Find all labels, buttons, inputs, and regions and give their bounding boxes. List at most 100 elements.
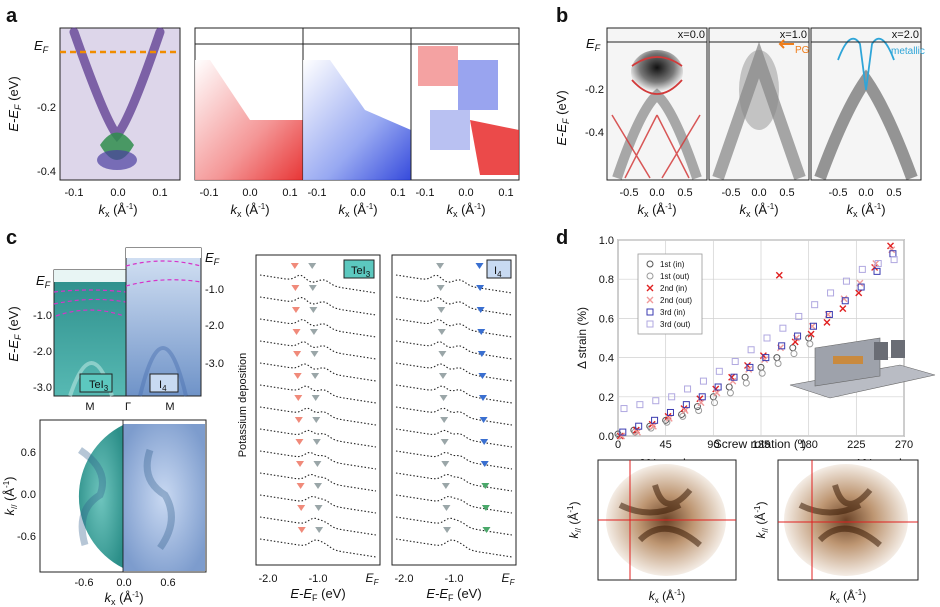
edc-curve [259, 450, 377, 470]
edc-marker-triangle-icon [314, 483, 322, 489]
panel-c-fermi-surface [39, 419, 207, 573]
b2-xlabel: kx (Å-1) [739, 202, 778, 219]
edc-i4-tag: I4 [494, 265, 502, 279]
c-ytick-right-2: -2.0 [205, 320, 224, 332]
metallic-label: metallic [891, 46, 925, 57]
edc-curve [395, 384, 513, 404]
edc-marker-triangle-icon [438, 373, 447, 379]
edc-tei3-curves [259, 263, 377, 558]
cut-2-band [712, 41, 806, 180]
edc-left-xtick-1: -2.0 [259, 573, 278, 585]
edc-marker-triangle-icon [295, 439, 304, 445]
data-point [699, 377, 707, 385]
legend-marker [646, 284, 654, 292]
edc-right-xtick-2: -1.0 [445, 573, 464, 585]
edc-marker-triangle-icon [293, 373, 302, 379]
edc-marker-triangle-icon [440, 439, 449, 445]
data-point [779, 324, 787, 332]
y-tick-label: 0.4 [599, 353, 614, 365]
data-point [890, 256, 898, 264]
c-fs-ytick-1: 0.6 [21, 447, 36, 459]
edc-marker-triangle-icon [442, 505, 451, 511]
y-tick-label: 0.2 [599, 392, 614, 404]
panel-b: b EF E-EF (eV) -0.2 -0.4 x=0.0 PG x=1.0 [554, 5, 925, 219]
panel-c-ef-right: EF [205, 250, 220, 267]
i4-cut-top [126, 248, 201, 258]
edc-marker-triangle-icon [478, 373, 487, 379]
panel-b-xticks: -0.5 0.0 0.5 kx (Å-1) -0.5 0.0 0.5 kx (Å… [620, 187, 902, 219]
edc-marker-triangle-icon [311, 395, 320, 401]
cut-1-red-band-top [631, 56, 683, 95]
data-point [730, 373, 738, 381]
data-point [698, 393, 706, 401]
edc-tei3-tag-box [343, 259, 375, 279]
y-tick-label: 0.6 [599, 313, 614, 325]
data-point [663, 418, 671, 426]
i4-band [138, 346, 188, 397]
edc-marker-triangle-icon [312, 417, 321, 423]
b3-xlabel: kx (Å-1) [846, 202, 885, 219]
edc-marker-triangle-icon [476, 307, 485, 313]
edc-curve [259, 318, 377, 338]
edc-marker-triangle-icon [477, 329, 486, 335]
edc-marker-triangle-icon [440, 417, 449, 423]
edc-curve [395, 274, 513, 294]
panel-c-ylabel: E-EF (eV) [6, 306, 23, 361]
path-label-gamma: Γ [125, 401, 131, 413]
i4-tag: I4 [159, 379, 167, 393]
legend-marker [646, 272, 654, 280]
fs-tei3-half [78, 425, 123, 568]
fs-contours [77, 447, 175, 551]
legend-label: 1st (out) [660, 272, 690, 281]
red-intensity-region [195, 60, 303, 180]
c-ytick-left-2: -2.0 [33, 346, 52, 358]
tei3-cut-top [54, 270, 126, 282]
fs-0-contours [618, 484, 702, 548]
x-tick-label: 180 [799, 439, 817, 451]
edc-curve [395, 406, 513, 426]
c-ytick-right-3: -3.0 [205, 358, 224, 370]
edc-left-xlabel: E-EF (eV) [290, 586, 345, 603]
panel-letter-d: d [556, 227, 568, 249]
data-point [682, 401, 690, 409]
edc-marker-triangle-icon [293, 351, 302, 357]
edc-marker-triangle-icon [475, 263, 484, 269]
mixed-red-patch-2 [470, 120, 519, 175]
panel-letter-a: a [6, 5, 18, 27]
data-point [619, 428, 627, 436]
edc-curve [259, 538, 377, 558]
cut-1-title: x=0.0 [678, 29, 705, 41]
edc-marker-triangle-icon [297, 527, 306, 533]
edc-curve [259, 494, 377, 514]
edc-marker-triangle-icon [437, 329, 446, 335]
b2-xtick-3: 0.5 [779, 187, 794, 199]
cut-2-title: x=1.0 [780, 29, 807, 41]
panel-c-ef-left: EF [36, 273, 51, 290]
path-label-m-left: M [85, 401, 94, 413]
strain-chart-xlabel: Screw rotation (º) [714, 437, 806, 451]
data-point [762, 354, 770, 362]
edc-i4-frame [391, 254, 517, 566]
panel-a-map-xticks: -0.1 0.0 0.1 kx (Å-1) -0.1 0.0 0.1 kx (Å… [200, 187, 514, 219]
c-ytick-right-1: -1.0 [205, 284, 224, 296]
data-point [807, 330, 815, 338]
panel-a-cut-xtick-2: 0.0 [110, 187, 125, 199]
panel-a-arpes-cut [59, 27, 181, 181]
edc-tei3-tag: TeI3 [351, 265, 371, 279]
data-point [795, 312, 803, 320]
data-point [684, 385, 692, 393]
panel-b-cut-2-frame [708, 27, 810, 181]
edc-marker-triangle-icon [297, 505, 306, 511]
panel-a-ylabel: E-EF (eV) [6, 76, 23, 131]
panel-d: d 0 45 90 135 180 225 270 0.0 0.2 0.4 0.6 0.8 1.0 1s… [556, 227, 936, 605]
fs-1-map [784, 464, 908, 576]
strain-chart-ylabel: Δ strain (%) [575, 307, 589, 369]
panel-a-cut-xtick-1: -0.1 [65, 187, 84, 199]
map1-xtick-2: 0.0 [242, 187, 257, 199]
map1-xtick-1: -0.1 [200, 187, 219, 199]
strain-legend: 1st (in) 1st (out) 2nd (in) 2nd (out) 3rd (i… [646, 260, 692, 329]
data-point [728, 373, 736, 381]
data-point [855, 289, 863, 297]
map3-xlabel: kx (Å-1) [446, 202, 485, 219]
panel-b-ytick-2: -0.4 [585, 127, 604, 139]
